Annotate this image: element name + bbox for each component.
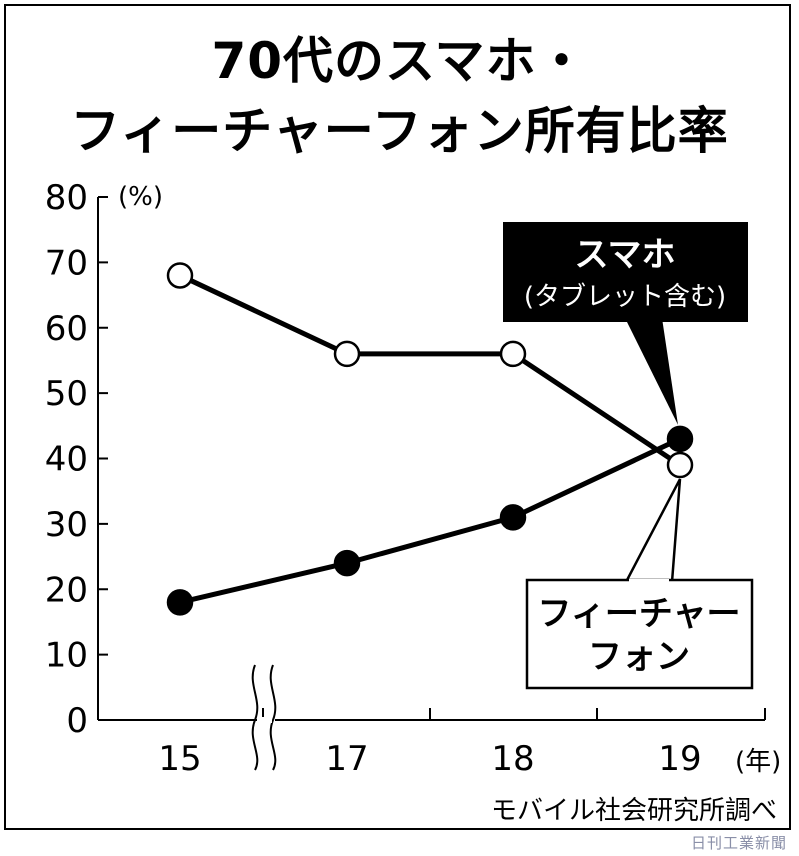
x-tick-label: 18: [491, 739, 534, 779]
y-tick-label: 0: [66, 701, 88, 741]
y-tick-label: 20: [45, 570, 88, 610]
y-tick-label: 50: [45, 374, 88, 414]
x-unit-label: (年): [735, 747, 781, 777]
y-tick-label: 40: [45, 440, 88, 480]
data-point-featurephone: [333, 340, 361, 368]
featurephone-pointer-join: [629, 579, 669, 584]
axis-break-mark: [251, 664, 259, 771]
data-point-featurephone: [666, 451, 694, 479]
source-note: モバイル社会研究所調べ: [490, 796, 777, 826]
featurephone-series-name-line1: フィーチャー: [538, 594, 741, 634]
y-tick-label: 80: [45, 178, 88, 218]
smartphone-callout-pointer: [625, 318, 678, 425]
axis-break-gap: [258, 717, 272, 723]
chart-title-line1: 70代のスマホ・: [211, 32, 588, 90]
x-tick-label: 15: [158, 739, 201, 779]
series-line-smartphone: [179, 436, 682, 605]
smartphone-label-box: [503, 222, 748, 322]
smartphone-series-note: (タブレット含む): [524, 282, 726, 312]
y-tick-label: 70: [45, 243, 88, 283]
chart-frame: [4, 4, 791, 830]
data-point-featurephone: [499, 340, 527, 368]
series-line-featurephone: [178, 273, 682, 468]
y-tick-label: 30: [45, 505, 88, 545]
chart-title-line2: フィーチャーフォン所有比率: [70, 102, 729, 160]
y-unit-label: (%): [118, 182, 163, 212]
featurephone-series-name-line2: フォン: [588, 637, 690, 677]
data-point-smartphone: [666, 425, 694, 453]
axis-break-mark: [269, 664, 277, 771]
watermark: 日刊工業新聞: [690, 834, 787, 852]
y-tick-label: 10: [45, 636, 88, 676]
smartphone-series-name: スマホ: [575, 235, 676, 275]
x-tick-label: 17: [325, 739, 368, 779]
data-point-smartphone: [166, 589, 194, 616]
featurephone-label-box: [525, 578, 754, 690]
y-tick-label: 60: [45, 309, 88, 349]
data-point-smartphone: [333, 549, 361, 577]
data-point-featurephone: [166, 262, 194, 289]
data-point-smartphone: [499, 504, 527, 531]
x-tick-label: 19: [658, 739, 701, 779]
featurephone-callout-pointer: [623, 478, 682, 584]
